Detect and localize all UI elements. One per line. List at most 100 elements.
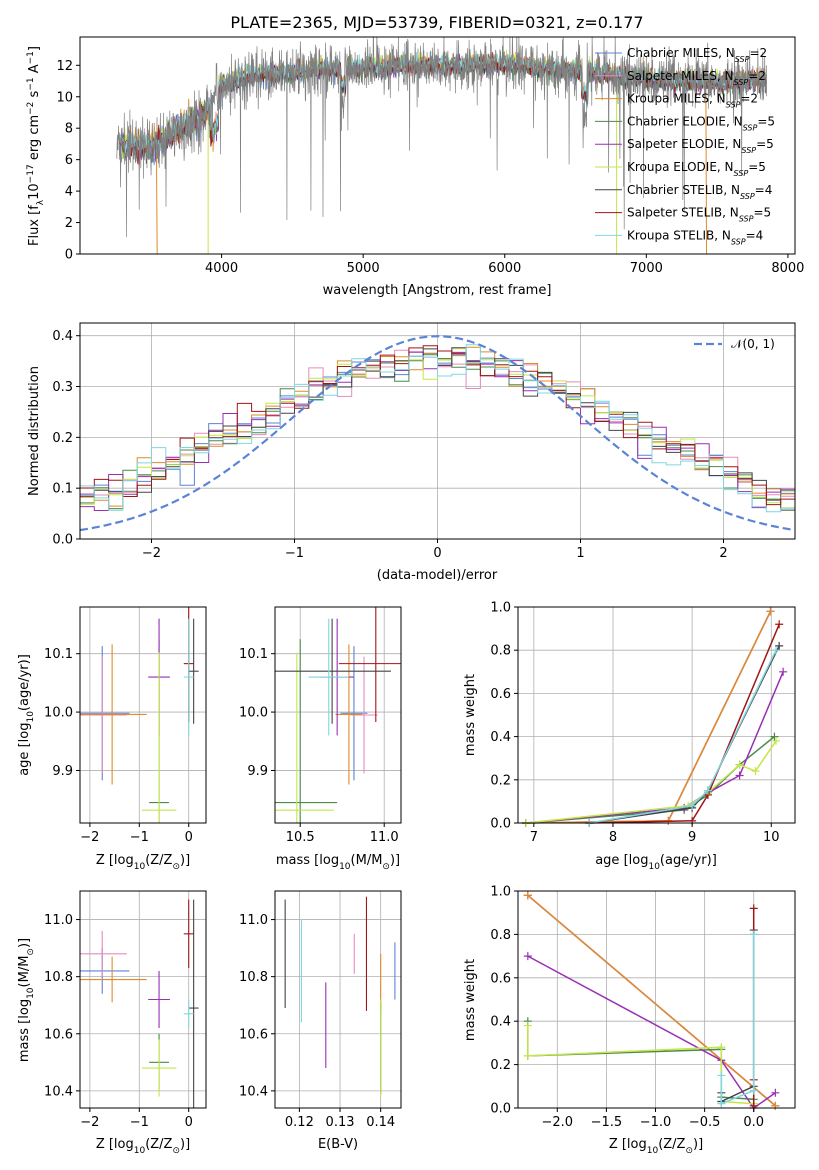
age-vs-mass-errorbar-salpeter_stelib [338,607,401,723]
spectrum-x-tick-label-0: 4000 [205,261,238,276]
mw-vs-z-x-tick-label-3: −0.5 [689,1115,721,1130]
mass-vs-z-x-tick-label-2: 0 [185,1115,193,1130]
mw-vs-age-marker-kroupa_stelib-2 [703,786,712,795]
mw-vs-age-marker-kroupa_stelib-1 [688,801,697,810]
mass-weight-vs-metallicity-panel: −2.0 −1.5 −1.0 −0.5 0.0 0.0 0.2 0.4 0.6 0.8 1.0 Z [… [463,885,796,1156]
age-vs-z-x-tick-label-1: −1 [130,830,149,845]
residuals-plot-area: −2 −1 0 1 2 0.0 0.1 0.2 0.3 0.4 𝒩(0, 1) [52,322,796,561]
mass-vs-ebv-points [284,896,396,1097]
mw-vs-age-marker-kroupa_elodie-3 [735,760,744,769]
spectrum-x-tick-label-2: 6000 [488,261,521,276]
mass-vs-z-errorbar-salpeter_miles [80,930,127,977]
mw-vs-age-x-label: age [log10(age/yr)] [595,853,717,872]
residuals-y-tick-label-4: 0.4 [52,329,73,344]
age-vs-z-x-tick-label-2: 0 [185,830,193,845]
spectrum-y-tick-label-0: 0 [65,248,73,263]
mw-vs-z-y-tick-label-3: 0.6 [490,971,511,986]
age-vs-mass-y-tick-label-1: 10.0 [239,706,268,721]
mw-vs-z-marker-kroupa_miles-0 [523,891,532,900]
mw-vs-age-x-tick-label-1: 8 [609,830,617,845]
legend-label-chabrier_stelib: Chabrier STELIB, NSSP=4 [627,183,772,201]
mw-vs-z-marker-kroupa_elodie-1 [523,1051,532,1060]
mw-vs-age-y-tick-label-4: 0.8 [490,644,511,659]
age-vs-mass-errorbar-chabrier_stelib [275,618,391,724]
spectrum-y-tick-label-2: 4 [65,185,73,200]
residuals-y-tick-label-2: 0.2 [52,431,73,446]
age-vs-mass-x-tick-label-1: 11.0 [370,830,399,845]
legend-label-chabrier_elodie: Chabrier ELODIE, NSSP=5 [627,114,775,131]
residuals-x-tick-label-3: 1 [576,546,584,561]
residuals-hist-kroupa_stelib [80,344,795,513]
age-vs-mass-points [275,607,401,823]
legend-label-salpeter_elodie: Salpeter ELODIE, NSSP=5 [627,137,774,155]
mw-vs-z-x-tick-label-2: −1.0 [640,1115,672,1130]
legend-label-chabrier_miles: Chabrier MILES, NSSP=2 [627,46,767,64]
mass-vs-ebv-x-tick-label-2: 0.14 [366,1115,395,1130]
mass-vs-ebv-panel: 0.12 0.13 0.14 10.4 10.6 10.8 11.0 E(B-V) [239,890,402,1152]
age-vs-mass-errorbar-kroupa_miles [335,644,363,785]
legend-label-kroupa_stelib: Kroupa STELIB, NSSP=4 [627,228,763,246]
mw-vs-age-y-tick-label-1: 0.2 [490,773,511,788]
residuals-y-tick-label-0: 0.0 [52,533,73,548]
spectrum-x-tick-label-1: 5000 [347,261,380,276]
mass-vs-z-y-tick-label-0: 10.4 [44,1084,73,1099]
mw-vs-z-y-tick-label-4: 0.8 [490,928,511,943]
spectrum-frame [79,36,796,255]
mass-vs-z-errorbar-salpeter_stelib [183,899,194,969]
age-vs-mass-x-tick-label-0: 10.5 [286,830,315,845]
age-vs-mass-x-label: mass [log10(M/M⊙)] [276,853,400,872]
mw-vs-z-frame [517,890,796,1109]
mw-vs-age-marker-salpeter_elodie-4 [779,667,788,676]
age-vs-mass-errorbar-kroupa_stelib [308,618,349,736]
spectrum-y-tick-label-1: 2 [65,216,73,231]
mw-vs-age-lines [521,607,788,827]
mw-vs-z-x-tick-label-4: 0.0 [743,1115,764,1130]
mw-vs-age-marker-kroupa_stelib-3 [772,646,781,655]
mw-vs-age-x-tick-label-0: 7 [530,830,538,845]
mass-vs-z-points [80,899,199,1108]
age-vs-z-errorbar-kroupa_miles [80,644,147,785]
mw-vs-z-marker-kroupa_stelib-1 [717,1099,726,1108]
age-vs-mass-frame [274,606,402,824]
mass-vs-metallicity-panel: −2 −1 0 10.4 10.6 10.8 11.0 Z [log10(Z/Z⊙)] mass… [17,890,207,1156]
legend-label-kroupa_elodie: Kroupa ELODIE, NSSP=5 [627,160,766,178]
spectrum-title: PLATE=2365, MJD=53739, FIBERID=0321, z=0… [230,13,643,32]
age-vs-mass-errorbar-chabrier_elodie [275,639,338,823]
mw-vs-age-y-tick-label-2: 0.4 [490,730,511,745]
legend-label-salpeter_miles: Salpeter MILES, NSSP=2 [627,69,766,87]
residuals-y-tick-label-3: 0.3 [52,380,73,395]
mass-vs-z-y-tick-label-2: 10.8 [44,970,73,985]
mass-vs-z-errorbar-chabrier_stelib [188,899,199,1108]
age-vs-metallicity-panel: −2 −1 0 9.9 10.0 10.1 Z [log10(Z/Z⊙)] age [log1… [17,606,207,872]
mw-vs-z-marker-salpeter_elodie-3 [771,1088,780,1097]
mass-vs-z-y-tick-label-1: 10.6 [44,1027,73,1042]
mass-vs-ebv-y-tick-label-3: 11.0 [239,913,268,928]
mass-vs-ebv-x-label: E(B-V) [318,1137,358,1152]
age-vs-z-points [80,607,199,823]
age-vs-mass-panel: 10.5 11.0 9.9 10.0 10.1 mass [log10(M/M⊙)] [239,606,402,872]
mw-vs-age-x-tick-label-2: 9 [688,830,696,845]
spectrum-model-edge-red [705,68,708,254]
spectrum-plot-area: 4000 5000 6000 7000 8000 0 2 4 6 8 10 12 [56,36,804,276]
spectrum-x-tick-label-4: 8000 [771,261,804,276]
mw-vs-z-x-label: Z [log10(Z/Z⊙)] [609,1137,703,1156]
age-vs-z-errorbar-salpeter_miles [80,656,127,774]
mass-vs-ebv-y-tick-label-2: 10.8 [239,970,268,985]
mw-vs-z-y-tick-label-0: 0.0 [490,1102,511,1117]
residuals-x-tick-label-2: 0 [433,546,441,561]
age-vs-z-y-tick-label-2: 10.1 [44,647,73,662]
spectrum-y-tick-label-6: 12 [56,59,73,74]
mass-vs-ebv-x-tick-label-0: 0.12 [285,1115,314,1130]
mw-vs-z-marker-kroupa_elodie-0 [523,1021,532,1030]
mw-vs-age-y-tick-label-5: 1.0 [490,601,511,616]
mw-vs-z-y-tick-label-1: 0.2 [490,1058,511,1073]
age-vs-mass-errorbar-kroupa_elodie [275,652,334,823]
mw-vs-age-y-tick-label-3: 0.6 [490,687,511,702]
age-vs-z-x-tick-label-0: −2 [80,830,99,845]
residuals-x-tick-label-1: −1 [285,546,304,561]
mw-vs-age-y-tick-label-0: 0.0 [490,817,511,832]
spectrum-model-edge-blue [155,151,159,254]
mw-vs-age-marker-chabrier_stelib-3 [775,641,784,650]
mw-vs-z-x-tick-label-0: −2.0 [542,1115,574,1130]
spectrum-observed-data [116,37,767,238]
